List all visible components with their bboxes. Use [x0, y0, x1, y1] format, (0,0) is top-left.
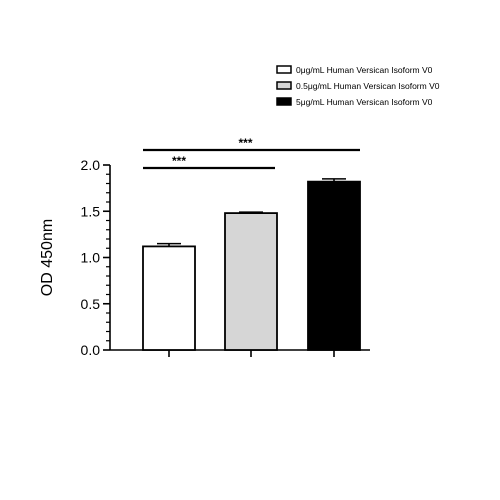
legend-swatch [276, 65, 292, 74]
significance-label: *** [172, 154, 186, 168]
y-tick-label: 0.5 [81, 296, 101, 312]
y-tick-label: 1.0 [81, 250, 101, 266]
y-tick-label: 0.0 [81, 342, 101, 358]
legend-entry: 5μg/mL Human Versican Isoform V0 [296, 97, 433, 107]
bar [224, 212, 278, 351]
bar [307, 180, 361, 351]
legend-entry: 0μg/mL Human Versican Isoform V0 [296, 65, 433, 75]
bars [142, 178, 361, 357]
y-axis-label: OD 450nm [39, 219, 56, 296]
significance-label: *** [238, 136, 252, 150]
y-tick-label: 1.5 [81, 203, 101, 219]
legend: 0μg/mL Human Versican Isoform V0 0.5μg/mL… [276, 65, 440, 107]
bar [142, 245, 196, 351]
y-ticks: 0.0 0.5 1.0 1.5 2.0 [81, 157, 110, 358]
legend-swatch [276, 81, 292, 90]
significance-brackets: *** *** [143, 136, 360, 170]
legend-entry: 0.5μg/mL Human Versican Isoform V0 [296, 81, 440, 91]
y-tick-label: 2.0 [81, 157, 101, 173]
legend-swatch [276, 97, 292, 106]
